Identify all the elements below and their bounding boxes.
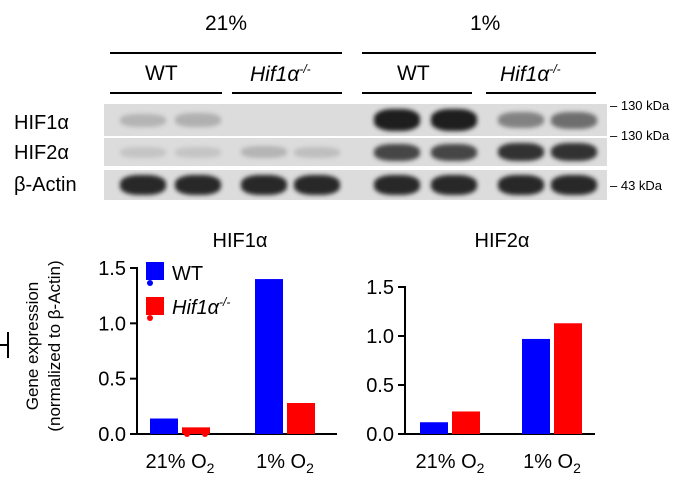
x-tick-label: 21% O2 xyxy=(146,451,215,476)
genotype-label-ko-1: Hif1α-/- xyxy=(500,62,561,86)
data-point xyxy=(184,431,190,437)
marker-label-hif1a: – 130 kDa xyxy=(610,98,670,113)
blot-band xyxy=(120,175,166,195)
marker-label-hif2a: – 130 kDa xyxy=(610,128,670,143)
genotype-divider-3 xyxy=(362,92,472,94)
blot-row-label-actin: β-Actin xyxy=(14,174,77,196)
blot-band xyxy=(175,147,221,158)
blot-band xyxy=(431,144,477,161)
blot-strip-hif2a xyxy=(104,138,607,166)
legend-dot-wt xyxy=(147,280,153,286)
y-tick-label: 1.5 xyxy=(366,277,394,299)
legend-label-ko: Hif1α-/- xyxy=(172,295,230,319)
condition-label-21: 21% xyxy=(205,12,248,35)
chart-hif1a: HIF1α 0.0 0.5 1.0 1.5 21% O2 1% O2 xyxy=(98,230,337,476)
y-tick-label: 0.0 xyxy=(366,424,394,446)
bar xyxy=(452,411,480,434)
blot-row-label-hif1a: HIF1α xyxy=(14,112,69,134)
blot-band xyxy=(241,146,287,158)
blot-band xyxy=(175,175,221,195)
y-tick-label: 0.0 xyxy=(98,424,126,446)
bar xyxy=(255,279,283,434)
blot-band xyxy=(498,175,544,195)
blot-band xyxy=(374,175,420,195)
bar xyxy=(182,427,210,434)
blot-band xyxy=(498,112,544,128)
chart-title: HIF2α xyxy=(475,230,530,252)
blot-strip-actin xyxy=(104,170,607,200)
bar xyxy=(287,403,315,434)
bar xyxy=(420,422,448,434)
y-tick-label: 1.0 xyxy=(366,326,394,348)
genotype-divider-2 xyxy=(232,92,342,94)
blot-band xyxy=(294,147,340,158)
blot-band xyxy=(120,114,166,127)
blot-band xyxy=(120,147,166,158)
y-tick-label: 0.5 xyxy=(366,375,394,397)
legend-dot-ko xyxy=(147,315,153,321)
blot-band xyxy=(551,175,597,195)
blot-band xyxy=(431,109,477,131)
genotype-divider-1 xyxy=(110,92,222,94)
legend: WT Hif1α-/- xyxy=(146,262,230,321)
blot-strip-hif1a xyxy=(104,104,607,136)
blot-band xyxy=(175,113,221,127)
bar xyxy=(554,323,582,434)
blot-band xyxy=(431,175,477,195)
x-tick-label: 1% O2 xyxy=(256,451,314,476)
chart-hif2a: HIF2α 0.0 0.5 1.0 1.5 21% O2 1% O2 xyxy=(366,230,595,476)
genotype-label-wt-21: WT xyxy=(145,62,178,85)
bar xyxy=(522,338,550,434)
blot-band xyxy=(551,143,597,161)
legend-swatch-ko xyxy=(146,297,164,315)
blot-row-label-hif2a: HIF2α xyxy=(14,142,69,164)
data-point xyxy=(202,431,208,437)
condition-divider-1 xyxy=(362,52,596,54)
x-tick-label: 21% O2 xyxy=(416,451,485,476)
legend-label-wt: WT xyxy=(172,263,203,285)
y-tick-label: 1.5 xyxy=(98,258,126,280)
condition-label-1: 1% xyxy=(470,12,501,35)
condition-divider-21 xyxy=(110,52,342,54)
blot-band xyxy=(241,175,287,195)
marker-label-actin: – 43 kDa xyxy=(610,178,663,193)
blot-band xyxy=(374,144,420,161)
blot-band xyxy=(551,112,597,129)
y-axis-label-line2: (normalized to β-Actin) xyxy=(45,260,64,431)
blot-band xyxy=(374,109,420,131)
genotype-label-wt-1: WT xyxy=(397,62,430,85)
y-tick-label: 1.0 xyxy=(98,313,126,335)
blot-band xyxy=(498,143,544,161)
x-tick-label: 1% O2 xyxy=(523,451,581,476)
bar xyxy=(150,418,178,434)
genotype-label-ko-21: Hif1α-/- xyxy=(250,62,311,86)
chart-title: HIF1α xyxy=(213,230,268,252)
blot-band xyxy=(294,175,340,195)
legend-swatch-wt xyxy=(146,262,164,280)
y-tick-label: 0.5 xyxy=(98,369,126,391)
genotype-divider-4 xyxy=(486,92,596,94)
y-axis-label-line1: Gene expression xyxy=(23,282,42,411)
